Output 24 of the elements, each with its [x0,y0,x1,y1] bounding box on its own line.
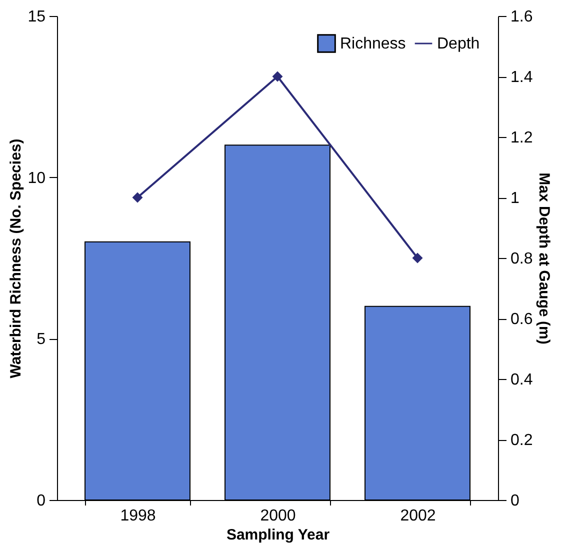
y-tick-label: 15 [28,8,46,26]
y2-tick-label: 1 [510,190,520,207]
y2-tick-label: 0.2 [510,432,533,449]
y2-axis-title: Max Depth at Gauge (m) [536,172,553,344]
x-tick-label: 2000 [260,508,296,524]
y-tick-label: 5 [36,331,46,348]
point [412,252,423,264]
y2-tick-label: 0 [510,492,520,510]
y2-tick-label: 1.2 [510,130,533,146]
x-axis-title: Sampling Year [226,526,330,544]
y2-tick-label: 0.6 [510,311,533,328]
point [132,192,143,203]
legend-label: Depth [437,36,480,52]
point [272,71,283,82]
x-tick-label: 1998 [120,508,156,524]
y-tick-label: 0 [36,492,46,510]
y-tick-label: 10 [28,170,46,187]
x-tick-label: 2002 [400,508,436,524]
y2-tick-label: 0.8 [510,250,533,268]
legend-label: Richness [340,36,406,52]
y2-tick-label: 1.4 [510,69,533,86]
y2-tick-label: 1.6 [510,8,533,26]
y2-tick-label: 0.4 [510,372,533,388]
y-axis-title: Waterbird Richness (No. Species) [8,138,25,378]
